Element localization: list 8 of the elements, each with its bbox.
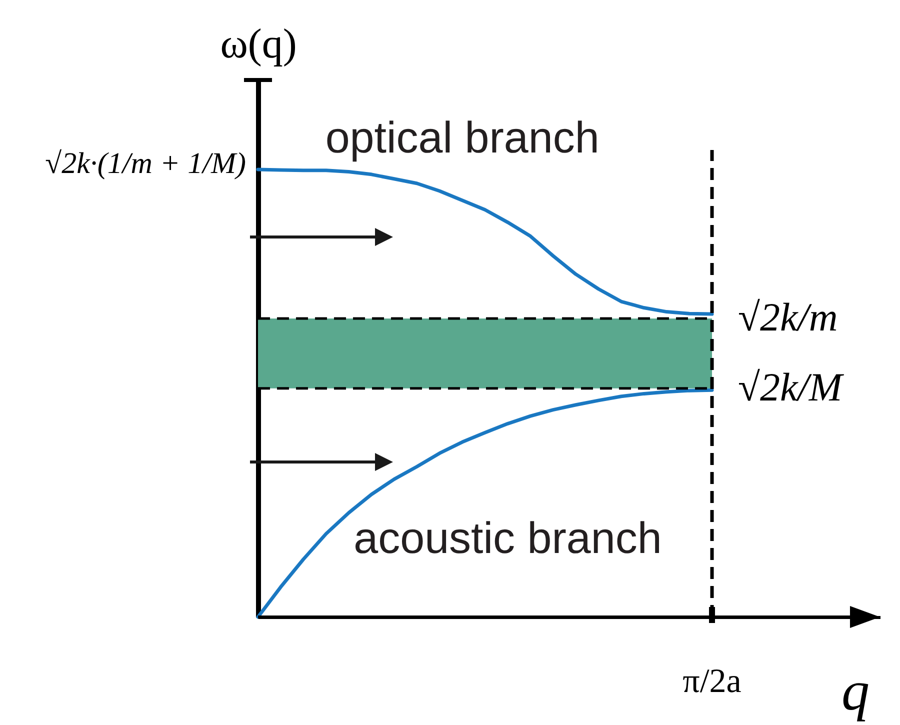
y-axis-title: ω(q) (220, 22, 297, 68)
series-label: optical branch (325, 114, 600, 162)
series-label: acoustic branch (354, 514, 662, 563)
ref-line-label: √2k/m (738, 294, 838, 340)
ref-line-label: √2k/M (738, 364, 845, 410)
text: π/2a (682, 663, 742, 700)
x-axis-title: q (842, 660, 870, 722)
text: √2k·(1/m + 1/M) (45, 147, 246, 180)
